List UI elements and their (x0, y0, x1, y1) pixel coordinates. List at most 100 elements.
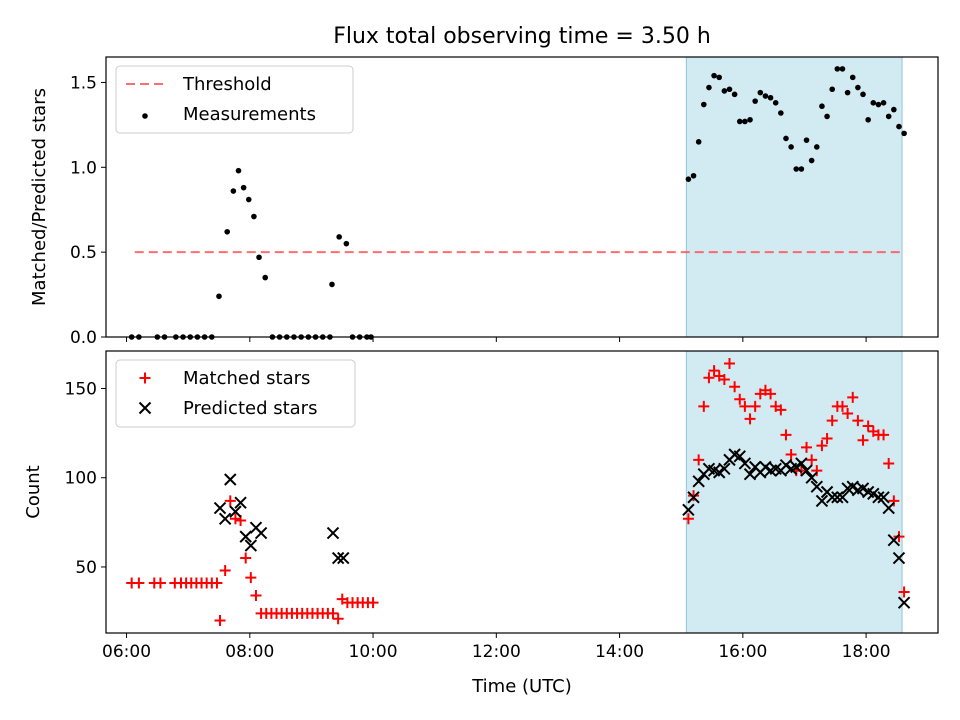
data-point (229, 513, 241, 525)
series-measurements (128, 66, 907, 340)
data-point (885, 113, 892, 120)
plot-frame (105, 350, 939, 634)
data-point (240, 184, 247, 191)
legend-box (115, 359, 356, 428)
legend-swatch (139, 372, 151, 384)
data-point (795, 457, 808, 470)
data-point (739, 400, 751, 412)
data-point (687, 491, 700, 504)
data-point (800, 464, 813, 477)
data-point (245, 572, 257, 584)
legend-swatch (142, 113, 148, 119)
y-tick-label: 0.0 (70, 328, 97, 348)
data-point (703, 372, 715, 384)
data-point (882, 501, 895, 515)
data-point (695, 139, 702, 145)
data-point (778, 110, 784, 116)
data-point (857, 434, 869, 446)
data-point (878, 429, 890, 441)
data-point (218, 512, 232, 525)
data-point (240, 552, 252, 564)
data-point (224, 473, 237, 486)
data-point (326, 526, 340, 540)
series-matched-stars (126, 357, 910, 627)
data-point (685, 176, 692, 182)
data-point (367, 597, 379, 609)
data-point (733, 450, 746, 463)
data-point (762, 93, 769, 99)
data-point (783, 135, 789, 142)
legend-box (115, 65, 354, 134)
x-tick-label: 06:00 (102, 642, 151, 662)
highlighted-observing-window (685, 56, 903, 338)
data-point (785, 449, 797, 461)
y-tick-label: 100 (65, 469, 97, 489)
data-point (862, 420, 874, 432)
data-point (718, 462, 731, 476)
data-point (682, 503, 695, 517)
data-point (892, 551, 906, 565)
chart-title: Flux total observing time = 3.50 h (333, 24, 711, 49)
data-point (836, 491, 849, 504)
data-point (765, 388, 777, 400)
data-point (734, 393, 746, 405)
data-point (887, 533, 901, 547)
y-tick-label: 50 (75, 558, 97, 578)
x-tick-label: 10:00 (349, 642, 398, 662)
data-point (752, 98, 758, 104)
data-point (844, 89, 851, 96)
data-point (901, 130, 907, 137)
data-point (872, 491, 885, 504)
data-point (336, 234, 342, 240)
data-point (847, 391, 859, 403)
data-point (798, 166, 805, 172)
data-point (219, 565, 231, 577)
data-point (736, 118, 743, 125)
data-point (343, 240, 350, 247)
data-point (849, 74, 856, 81)
data-point (749, 400, 761, 412)
top-panel-flux-ratio: 0.0 0.5 1.0 1.5 Matched/Predicted stars Thres… (29, 56, 939, 348)
data-point (801, 441, 813, 453)
y-tick-label: 1.0 (70, 158, 97, 178)
data-point (742, 118, 748, 125)
data-point (743, 467, 757, 481)
data-point (256, 254, 262, 261)
data-point (331, 551, 345, 565)
data-point (718, 374, 730, 386)
data-point (216, 293, 222, 300)
data-point (738, 457, 752, 470)
data-point (213, 501, 227, 515)
data-point (234, 496, 247, 509)
y-tick-label: 1.5 (70, 73, 97, 93)
data-point (757, 89, 764, 96)
data-point (855, 84, 861, 91)
data-point (747, 116, 753, 123)
data-point (229, 505, 242, 518)
data-point (329, 281, 335, 288)
data-point (251, 213, 257, 220)
data-point (805, 471, 818, 484)
data-point (780, 429, 792, 441)
x-axis-label: Time (UTC) (471, 676, 572, 697)
data-point (826, 415, 838, 427)
data-point (701, 101, 707, 108)
legend: Matched stars Predicted stars (115, 359, 356, 428)
data-point (824, 113, 830, 120)
data-point (690, 172, 697, 179)
data-point (877, 491, 890, 504)
data-point (806, 454, 818, 466)
data-point (698, 400, 710, 412)
data-point (744, 413, 756, 425)
data-point (250, 590, 262, 602)
data-point (852, 415, 864, 427)
data-point (815, 494, 829, 508)
x-tick-label: 08:00 (225, 642, 274, 662)
data-point (875, 101, 882, 108)
data-point (332, 613, 344, 625)
data-point (880, 100, 887, 106)
y-tick-label: 150 (65, 379, 97, 399)
data-point (803, 137, 810, 143)
data-point (819, 103, 825, 110)
